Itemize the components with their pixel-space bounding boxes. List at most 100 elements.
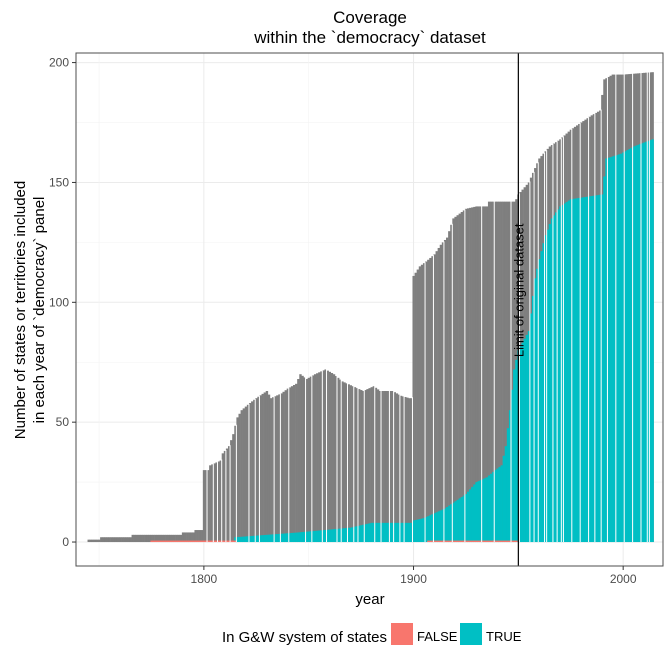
bar-true (404, 522, 407, 543)
bar-true (316, 530, 319, 543)
bar-true (416, 519, 420, 543)
bar-true (485, 477, 489, 543)
bar-true (521, 342, 524, 543)
bar-total (508, 201, 512, 543)
bar-total (129, 537, 132, 543)
bar-true (446, 507, 449, 543)
bar-true (500, 465, 503, 543)
bar-true (372, 522, 376, 543)
bar-true (339, 528, 342, 543)
bar-true (307, 531, 311, 543)
bar-total (341, 381, 344, 543)
bar-true (481, 479, 485, 543)
bar-true (355, 526, 359, 543)
bar-false (479, 540, 482, 543)
bar-total (401, 396, 405, 543)
bar-true (248, 536, 252, 543)
bar-total (479, 206, 482, 543)
bar-gap (326, 368, 328, 543)
bar-false (152, 540, 155, 543)
bar-total (181, 532, 185, 543)
legend-key-true (460, 623, 482, 645)
bar-true (607, 157, 610, 543)
bar-false (198, 540, 202, 543)
bar-total (259, 395, 262, 543)
bar-false (427, 540, 430, 543)
bar-true (236, 537, 239, 543)
bar-total (395, 393, 399, 543)
bar-total (251, 401, 254, 543)
bar-total (448, 231, 451, 543)
bar-true (649, 140, 652, 543)
bar-total (112, 537, 116, 543)
bar-gap (217, 461, 219, 543)
bar-gap (248, 403, 250, 543)
bar-total (215, 462, 218, 543)
bar-total (362, 391, 365, 543)
bar-total (418, 266, 422, 543)
bar-gap (273, 396, 275, 543)
bar-true (643, 142, 646, 543)
bar-total (253, 399, 256, 543)
bar-total (98, 539, 101, 543)
bar-true (431, 514, 434, 543)
bar-true (362, 524, 365, 543)
bar-total (116, 537, 120, 543)
bar-gap (510, 200, 512, 543)
bar-true (611, 156, 615, 543)
bar-false (454, 540, 457, 543)
bar-total (219, 460, 223, 543)
bar-false (477, 540, 480, 543)
bar-true (318, 530, 321, 543)
bar-gap (594, 113, 596, 543)
bar-total (227, 446, 231, 543)
bar-false (490, 540, 493, 543)
bar-gap (206, 469, 208, 543)
bar-true (429, 515, 432, 543)
bar-true (525, 334, 529, 543)
bar-true (288, 533, 292, 543)
bar-total (261, 393, 264, 543)
bar-true (487, 475, 491, 543)
bar-total (284, 390, 287, 543)
bar-true (592, 195, 596, 543)
bar-gap (493, 200, 495, 543)
bar-true (452, 502, 455, 543)
bar-false (456, 540, 459, 543)
bar-true (594, 195, 598, 543)
bar-gap (562, 136, 564, 543)
bar-true (393, 522, 397, 543)
bar-total (295, 383, 298, 543)
bar-total (422, 263, 426, 543)
bar-total (345, 383, 348, 543)
bar-false (196, 540, 199, 543)
bar-total (481, 206, 485, 543)
bar-false (171, 540, 174, 543)
bar-true (586, 196, 589, 543)
bar-gap (374, 385, 376, 543)
bar-total (267, 394, 271, 543)
bar-true (617, 154, 621, 543)
bar-total (274, 396, 277, 543)
bar-true (626, 150, 629, 543)
true-bars (234, 139, 654, 543)
bar-true (529, 313, 533, 543)
bar-false (508, 540, 512, 543)
bar-total (106, 537, 109, 543)
bar-total (234, 425, 237, 543)
bar-false (200, 540, 204, 543)
bar-total (456, 215, 459, 543)
bar-total (183, 532, 187, 543)
bar-total (492, 201, 495, 543)
bar-true (353, 526, 357, 543)
bar-total (328, 371, 332, 543)
bar-true (540, 251, 543, 543)
bar-total (188, 532, 191, 543)
bar-false (190, 540, 193, 543)
bar-true (334, 528, 338, 543)
bar-false (167, 540, 170, 543)
bar-false (183, 540, 187, 543)
bar-false (175, 540, 178, 543)
bar-true (441, 509, 445, 543)
bar-true (274, 534, 277, 543)
